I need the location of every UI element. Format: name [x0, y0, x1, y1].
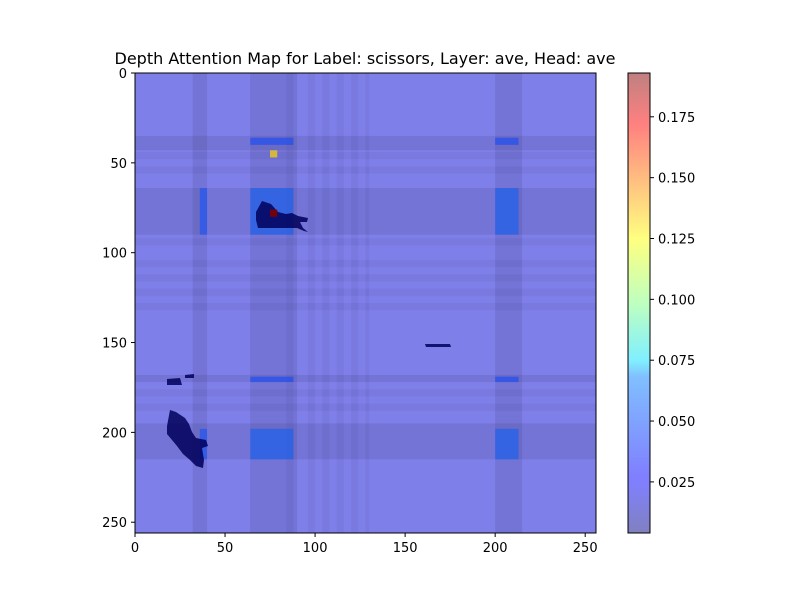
- dark-blob-small-dot: [185, 374, 194, 378]
- colorbar: 0.025 0.050 0.075 0.100 0.125 0.150 0.175: [627, 72, 695, 534]
- y-tick-label: 100: [102, 247, 127, 262]
- heatmap-plot-area: [135, 73, 596, 533]
- colorbar-tick-label: 0.075: [658, 354, 695, 369]
- heatmap-cells: [135, 73, 596, 533]
- heatmap-hot-cell: [495, 376, 519, 383]
- colorbar-tick-label: 0.025: [658, 476, 695, 491]
- column-stripe: [351, 73, 359, 533]
- row-stripe: [135, 403, 596, 411]
- colorbar-frame: [627, 72, 651, 534]
- colorbar-tick-label: 0.050: [658, 415, 695, 430]
- x-tick-label: 200: [483, 541, 508, 556]
- x-tick-label: 50: [217, 541, 234, 556]
- dark-blob-scissors-handle: [256, 201, 308, 232]
- y-tick-label: 50: [110, 157, 127, 172]
- column-stripe: [365, 73, 370, 533]
- hotspots: [270, 150, 278, 217]
- column-stripe: [336, 73, 344, 533]
- dark-blob-lower-left: [167, 410, 208, 468]
- row-stripe: [135, 152, 596, 160]
- dark-blob-small-left: [167, 378, 182, 385]
- x-tick-label: 100: [303, 541, 328, 556]
- row-stripe: [135, 259, 596, 268]
- x-tick-label: 150: [393, 541, 418, 556]
- colorbar-tick-label: 0.125: [658, 233, 695, 248]
- column-stripe: [322, 73, 330, 533]
- row-stripe: [135, 274, 596, 282]
- plot-frame: [134, 72, 597, 534]
- colorbar-tick-label: 0.175: [658, 111, 695, 126]
- column-stripe: [286, 73, 294, 533]
- heatmap-hot-cell: [495, 137, 519, 145]
- x-axis-ticks: 0 50 100 150 200 250: [131, 533, 598, 556]
- y-axis-ticks: 0 50 100 150 200 250: [102, 67, 135, 531]
- heatmap-hot-cell: [250, 376, 294, 383]
- heatmap-hot-cell: [495, 428, 519, 460]
- dark-line-right: [425, 344, 451, 347]
- column-stripe: [307, 73, 316, 533]
- row-band: [135, 188, 596, 235]
- y-tick-label: 200: [102, 426, 127, 441]
- y-tick-label: 150: [102, 337, 127, 352]
- heatmap-hot-cell: [250, 137, 294, 145]
- row-band: [135, 423, 596, 460]
- row-band: [135, 374, 596, 383]
- heatmap-background-cell: [135, 73, 596, 533]
- heatmap-hot-cell: [199, 188, 208, 235]
- hotspot-cell: [270, 209, 278, 217]
- colorbar-gradient: [628, 73, 650, 533]
- row-stripe: [135, 166, 596, 174]
- chart-title: Depth Attention Map for Label: scissors,…: [115, 49, 616, 68]
- y-tick-label: 250: [102, 516, 127, 531]
- x-tick-label: 250: [573, 541, 598, 556]
- row-stripe: [135, 288, 596, 296]
- row-stripe: [135, 389, 596, 397]
- hotspot-cell: [270, 150, 278, 158]
- row-stripe: [135, 238, 596, 246]
- colorbar-ticks: 0.025 0.050 0.075 0.100 0.125 0.150 0.175: [650, 111, 695, 491]
- row-stripe: [135, 303, 596, 311]
- y-tick-label: 0: [119, 67, 127, 82]
- heatmap-hot-cell: [250, 428, 294, 460]
- x-tick-label: 0: [131, 541, 139, 556]
- colorbar-tick-label: 0.100: [658, 293, 695, 308]
- depth-shadow-regions: [167, 201, 451, 468]
- heatmap-hot-cell: [495, 188, 519, 235]
- colorbar-tick-label: 0.150: [658, 172, 695, 187]
